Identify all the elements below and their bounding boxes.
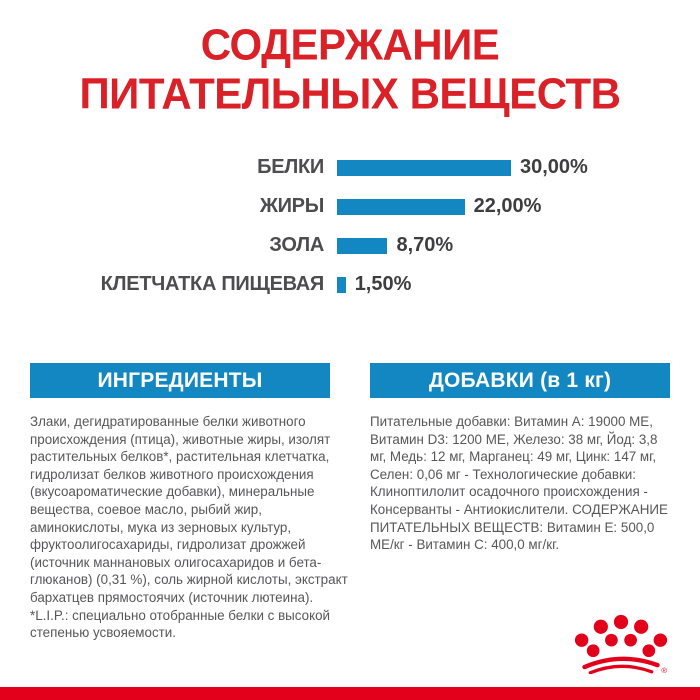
chart-row: КЛЕТЧАТКА ПИЩЕВАЯ 1,50% [30,265,670,304]
additives-header: ДОБАВКИ (в 1 кг) [370,363,670,398]
ingredients-header: ИНГРЕДИЕНТЫ [30,363,330,398]
chart-bar [337,159,511,176]
chart-bar [337,237,388,254]
chart-value-label: 8,70% [396,234,454,256]
registered-trademark: ® [661,666,667,674]
chart-row: ЖИРЫ 22,00% [30,187,670,226]
footer-red-strip [0,687,700,700]
chart-value-label: 30,00% [520,156,588,178]
crown-icon: ® [574,614,667,674]
chart-row: БЕЛКИ 30,00% [30,148,670,187]
additives-section: ДОБАВКИ (в 1 кг) Питательные добавки: Ви… [370,363,672,554]
additives-body: Питательные добавки: Витамин А: 19000 МЕ… [370,414,668,553]
chart-value-label: 1,50% [354,273,412,295]
chart-bar [337,276,346,293]
chart-row: ЗОЛА 8,70% [30,226,670,265]
royal-canin-crown-icon: ® [573,614,669,674]
nutrition-chart: БЕЛКИ 30,00% ЖИРЫ 22,00% ЗОЛА 8,70% КЛЕТЧАТКА … [30,148,670,304]
chart-category-label: ЗОЛА [269,234,324,256]
chart-category-label: БЕЛКИ [257,156,324,178]
ingredients-footnote: *L.I.P.: специально отобранные белки с в… [30,607,331,641]
page-title: СОДЕРЖАНИЕ ПИТАТЕЛЬНЫХ ВЕЩЕСТВ [79,20,621,118]
chart-value-label: 22,00% [473,195,542,217]
chart-category-label: КЛЕТЧАТКА ПИЩЕВАЯ [100,273,325,295]
ingredients-section: ИНГРЕДИЕНТЫ Злаки, дегидратированные бел… [30,363,348,642]
chart-bar [337,198,465,215]
chart-category-label: ЖИРЫ [259,195,324,217]
ingredients-body: Злаки, дегидратированные белки животного… [30,414,348,605]
